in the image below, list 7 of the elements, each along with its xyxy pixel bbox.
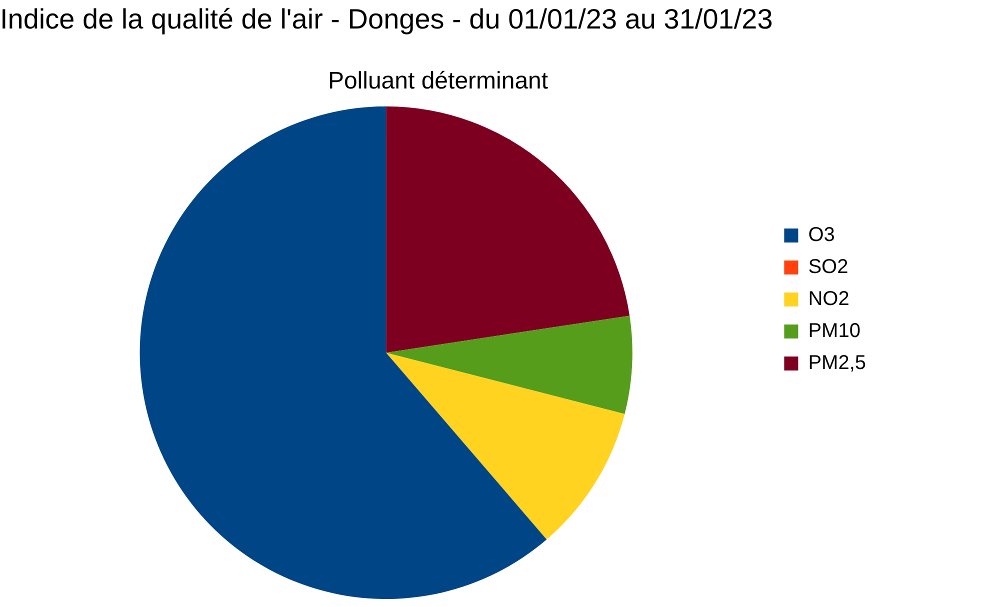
- legend-label: SO2: [808, 256, 848, 278]
- legend-label: NO2: [808, 288, 850, 310]
- legend-label: PM2,5: [808, 352, 866, 374]
- legend-label: PM10: [808, 320, 860, 342]
- chart-title: Indice de la qualité de l'air - Donges - du 01/01/23 au 31/01/23: [0, 4, 773, 35]
- chart-subtitle: Polluant déterminant: [328, 68, 548, 95]
- legend-label: O3: [808, 224, 835, 246]
